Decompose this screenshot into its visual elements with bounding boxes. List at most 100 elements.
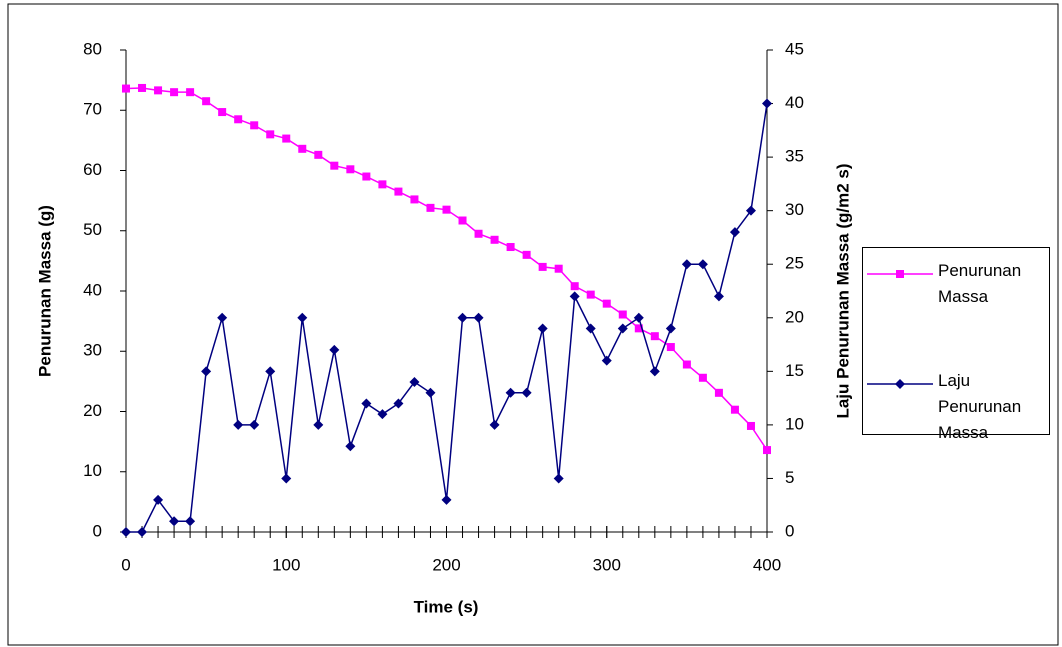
marker [250, 121, 259, 130]
y2-tick-label: 35 [785, 147, 804, 166]
y2-tick-label: 5 [785, 468, 794, 487]
y2-tick-label: 25 [785, 254, 804, 273]
x-tick-label: 100 [272, 555, 300, 574]
legend: Penurunan Massa Laju Penurunan Massa [862, 247, 1050, 442]
marker [537, 323, 548, 334]
marker [895, 379, 905, 389]
marker [713, 291, 724, 302]
marker [650, 332, 659, 341]
marker [137, 527, 148, 537]
marker [442, 205, 451, 214]
marker [121, 527, 131, 537]
marker [521, 387, 532, 398]
marker [649, 366, 660, 377]
y-tick-label: 40 [83, 280, 102, 299]
y-tick-label: 70 [83, 100, 102, 119]
marker [763, 446, 771, 455]
legend-label: Penurunan Massa [938, 261, 1022, 306]
y-tick-label: 30 [83, 341, 102, 360]
marker [505, 387, 516, 398]
marker [346, 165, 355, 174]
marker [249, 419, 260, 430]
y2-tick-label: 15 [785, 361, 804, 380]
marker [217, 312, 228, 323]
y2-tick-label: 30 [785, 200, 804, 219]
marker [138, 83, 147, 92]
legend-label: Laju Penurunan Massa [938, 371, 1022, 442]
legend-item: Laju Penurunan Massa [863, 368, 1049, 448]
marker [569, 291, 580, 302]
marker [506, 243, 515, 252]
marker [218, 108, 227, 117]
marker [409, 377, 420, 388]
y-tick-label: 10 [83, 461, 102, 480]
marker [282, 134, 291, 143]
marker [394, 187, 403, 196]
y-tick-label: 60 [83, 160, 102, 179]
marker [458, 216, 467, 225]
marker [762, 98, 772, 109]
marker [682, 360, 691, 369]
marker [362, 172, 371, 181]
chart-border [7, 3, 1059, 646]
marker [586, 290, 595, 299]
marker [185, 516, 196, 527]
marker [345, 441, 356, 452]
marker [122, 84, 130, 93]
marker [473, 312, 484, 323]
marker [681, 259, 692, 270]
y-tick-label: 50 [83, 220, 102, 239]
y2-tick-label: 0 [785, 521, 794, 540]
marker [154, 86, 163, 95]
x-axis-title: Time (s) [414, 597, 479, 616]
marker [570, 282, 579, 291]
y-tick-label: 20 [83, 401, 102, 420]
legend-symbol [867, 379, 933, 389]
legend-symbol [867, 270, 933, 278]
marker [298, 144, 307, 153]
marker [393, 398, 404, 409]
marker [266, 130, 275, 139]
marker [730, 405, 739, 414]
marker [714, 388, 723, 397]
y-axis-title: Penurunan Massa (g) [35, 205, 54, 377]
marker [330, 161, 339, 170]
y2-tick-label: 40 [785, 93, 804, 112]
marker [201, 366, 212, 377]
legend-item: Penurunan Massa [863, 258, 1049, 338]
marker [313, 419, 324, 430]
marker [265, 366, 276, 377]
marker [698, 373, 707, 382]
marker [745, 205, 756, 216]
marker [297, 312, 308, 323]
marker [234, 115, 243, 124]
series-line [125, 87, 768, 451]
y2-axis-title: Laju Penurunan Massa (g/m2 s) [833, 163, 852, 418]
marker [281, 473, 292, 484]
marker [377, 409, 388, 420]
x-tick-label: 400 [753, 555, 781, 574]
marker [233, 419, 244, 430]
marker [329, 344, 340, 355]
marker [633, 312, 644, 323]
marker [425, 387, 436, 398]
marker [410, 195, 419, 204]
marker [474, 229, 483, 238]
x-tick-label: 300 [593, 555, 621, 574]
marker [896, 270, 904, 278]
marker [554, 264, 563, 273]
marker [186, 88, 195, 97]
marker [553, 473, 564, 484]
x-tick-label: 0 [121, 555, 130, 574]
marker [490, 235, 499, 244]
marker [666, 343, 675, 352]
marker [153, 494, 164, 505]
marker [426, 203, 435, 212]
marker [489, 419, 500, 430]
marker [457, 312, 468, 323]
marker [634, 324, 643, 333]
y2-tick-label: 45 [785, 39, 804, 58]
y-tick-label: 0 [93, 521, 102, 540]
marker [665, 323, 676, 334]
